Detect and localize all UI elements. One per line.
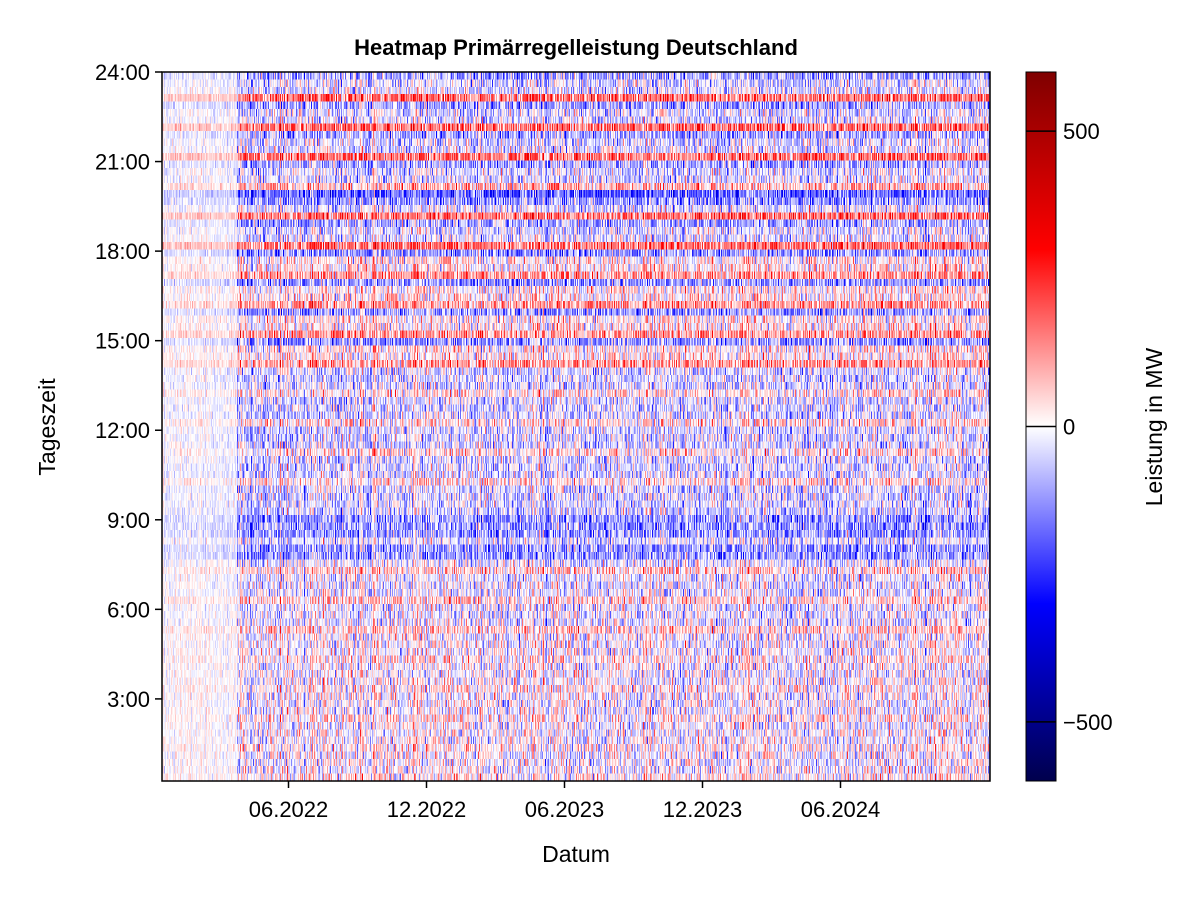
y-tick-label: 12:00 bbox=[95, 418, 150, 443]
x-axis: 06.2022 12.2022 06.2023 12.2023 06.2024 bbox=[249, 781, 881, 822]
x-tick-label: 12.2022 bbox=[387, 797, 467, 822]
y-tick-label: 21:00 bbox=[95, 150, 150, 175]
colorbar-tick-label: 0 bbox=[1063, 415, 1075, 440]
colorbar-tick-label: −500 bbox=[1063, 710, 1113, 735]
x-tick-label: 06.2023 bbox=[525, 797, 605, 822]
x-tick-label: 12.2023 bbox=[663, 797, 743, 822]
y-tick-label: 15:00 bbox=[95, 329, 150, 354]
x-tick-label: 06.2024 bbox=[801, 797, 881, 822]
y-tick-label: 9:00 bbox=[107, 508, 150, 533]
colorbar-ticks: −500 0 500 bbox=[1026, 119, 1113, 735]
y-axis-label: Tageszeit bbox=[34, 378, 60, 476]
y-tick-label: 24:00 bbox=[95, 60, 150, 85]
chart-title: Heatmap Primärregelleistung Deutschland bbox=[354, 35, 798, 60]
y-axis: 3:00 6:00 9:00 12:00 15:00 18:00 21:00 24:00 bbox=[95, 60, 162, 712]
colorbar-label: Leistung in MW bbox=[1141, 347, 1167, 506]
colorbar-tick-label: 500 bbox=[1063, 119, 1100, 144]
y-tick-label: 3:00 bbox=[107, 687, 150, 712]
x-tick-label: 06.2022 bbox=[249, 797, 329, 822]
heatmap-cells bbox=[162, 72, 990, 781]
heatmap-plot-area bbox=[161, 71, 991, 782]
x-axis-label: Datum bbox=[542, 841, 610, 867]
y-tick-label: 18:00 bbox=[95, 239, 150, 264]
plot-frame bbox=[161, 71, 991, 782]
y-tick-label: 6:00 bbox=[107, 597, 150, 622]
colorbar: −500 0 500 Leistung in MW bbox=[1025, 71, 1167, 782]
